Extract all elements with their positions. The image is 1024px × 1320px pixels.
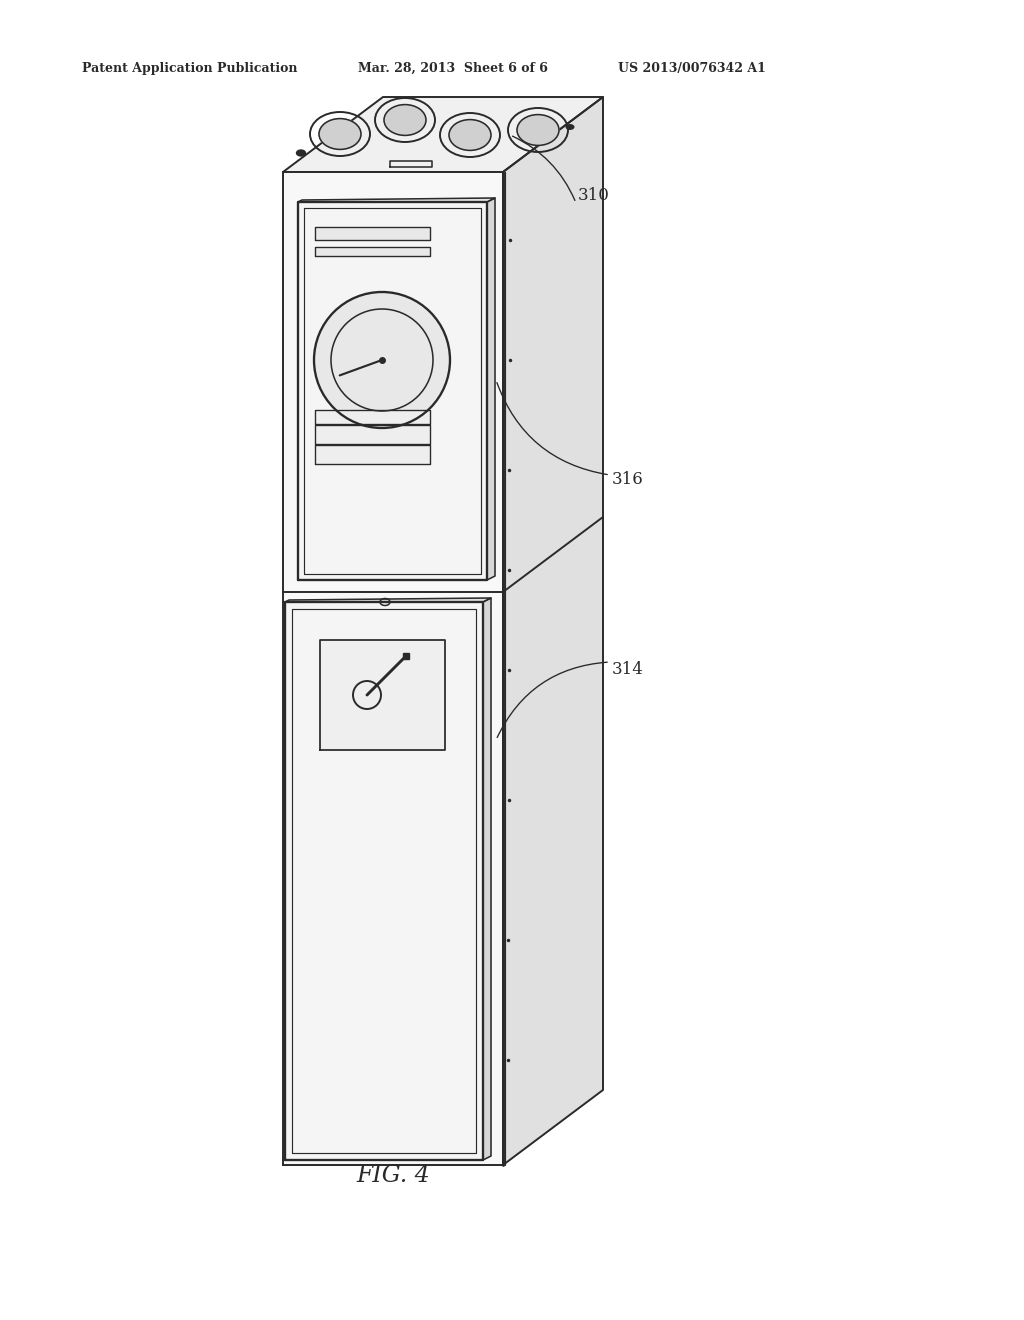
FancyArrowPatch shape xyxy=(497,383,607,475)
Text: Patent Application Publication: Patent Application Publication xyxy=(82,62,298,75)
Text: 310: 310 xyxy=(578,186,610,203)
Ellipse shape xyxy=(319,119,361,149)
Ellipse shape xyxy=(449,120,490,150)
Text: 316: 316 xyxy=(612,471,644,488)
Ellipse shape xyxy=(565,124,574,129)
Polygon shape xyxy=(315,425,430,444)
Polygon shape xyxy=(503,96,603,1166)
Polygon shape xyxy=(319,640,445,750)
Polygon shape xyxy=(285,602,483,1160)
Polygon shape xyxy=(283,172,503,1166)
Text: US 2013/0076342 A1: US 2013/0076342 A1 xyxy=(618,62,766,75)
Ellipse shape xyxy=(384,104,426,136)
Polygon shape xyxy=(483,598,490,1160)
Ellipse shape xyxy=(517,115,559,145)
Polygon shape xyxy=(487,198,495,579)
Text: 314: 314 xyxy=(612,661,644,678)
FancyArrowPatch shape xyxy=(498,663,607,738)
Polygon shape xyxy=(298,198,495,202)
FancyArrowPatch shape xyxy=(513,136,574,201)
Polygon shape xyxy=(315,247,430,256)
Text: FIG. 4: FIG. 4 xyxy=(356,1163,430,1187)
Polygon shape xyxy=(283,96,603,172)
Polygon shape xyxy=(298,202,487,579)
Polygon shape xyxy=(315,227,430,240)
Polygon shape xyxy=(315,411,430,424)
Polygon shape xyxy=(315,445,430,465)
Ellipse shape xyxy=(315,293,449,426)
Polygon shape xyxy=(285,598,490,602)
Text: Mar. 28, 2013  Sheet 6 of 6: Mar. 28, 2013 Sheet 6 of 6 xyxy=(358,62,548,75)
Ellipse shape xyxy=(297,150,305,156)
